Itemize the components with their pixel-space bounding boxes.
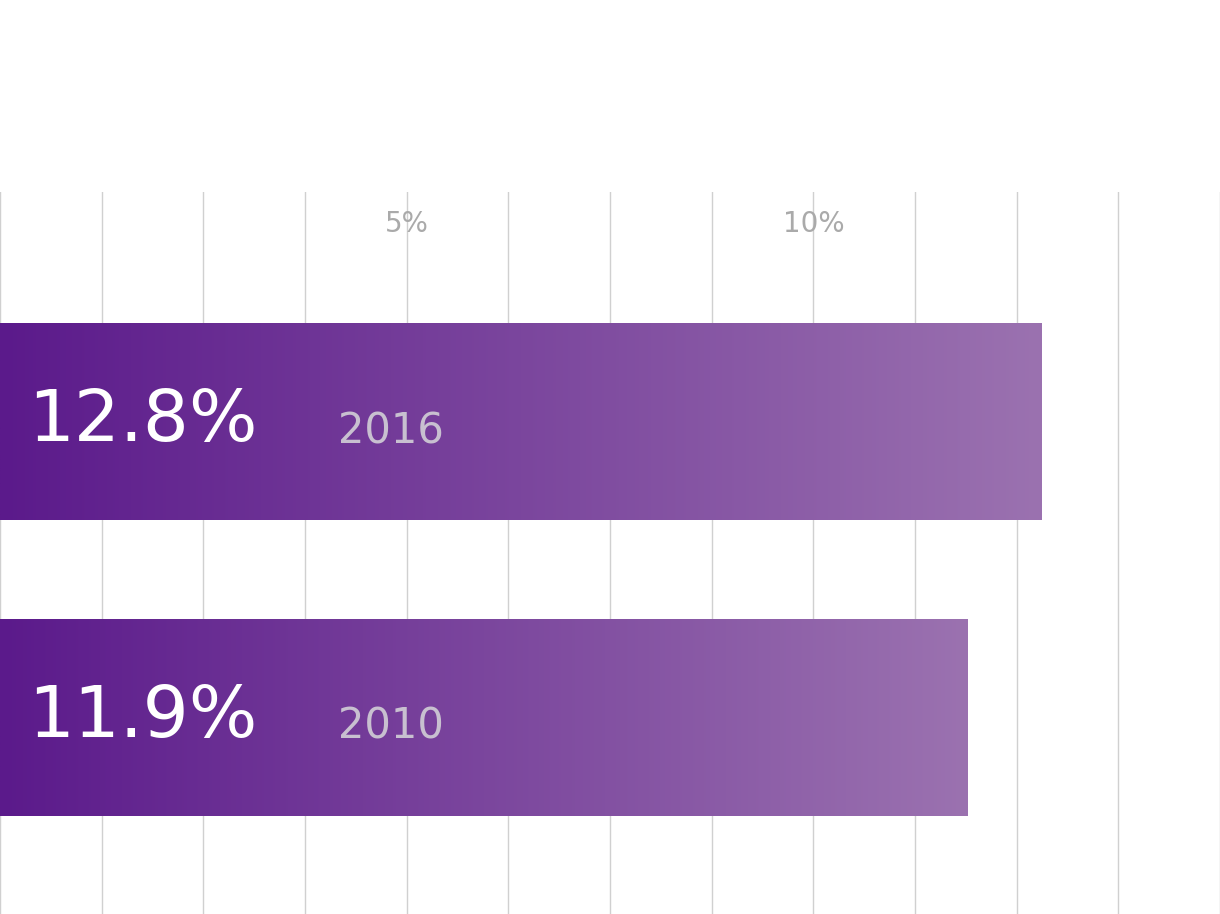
Text: 2016: 2016 (338, 410, 443, 452)
Text: 11.9%: 11.9% (28, 683, 257, 751)
Text: 10%: 10% (782, 210, 844, 238)
Text: 2010: 2010 (338, 706, 443, 748)
Text: 5%: 5% (384, 210, 428, 238)
Text: 12.8%: 12.8% (28, 388, 257, 456)
Text: with Disabilities, 2010-2016: with Disabilities, 2010-2016 (260, 126, 960, 174)
Text: Increase of the Percentage of People in the US: Increase of the Percentage of People in … (29, 60, 1191, 109)
